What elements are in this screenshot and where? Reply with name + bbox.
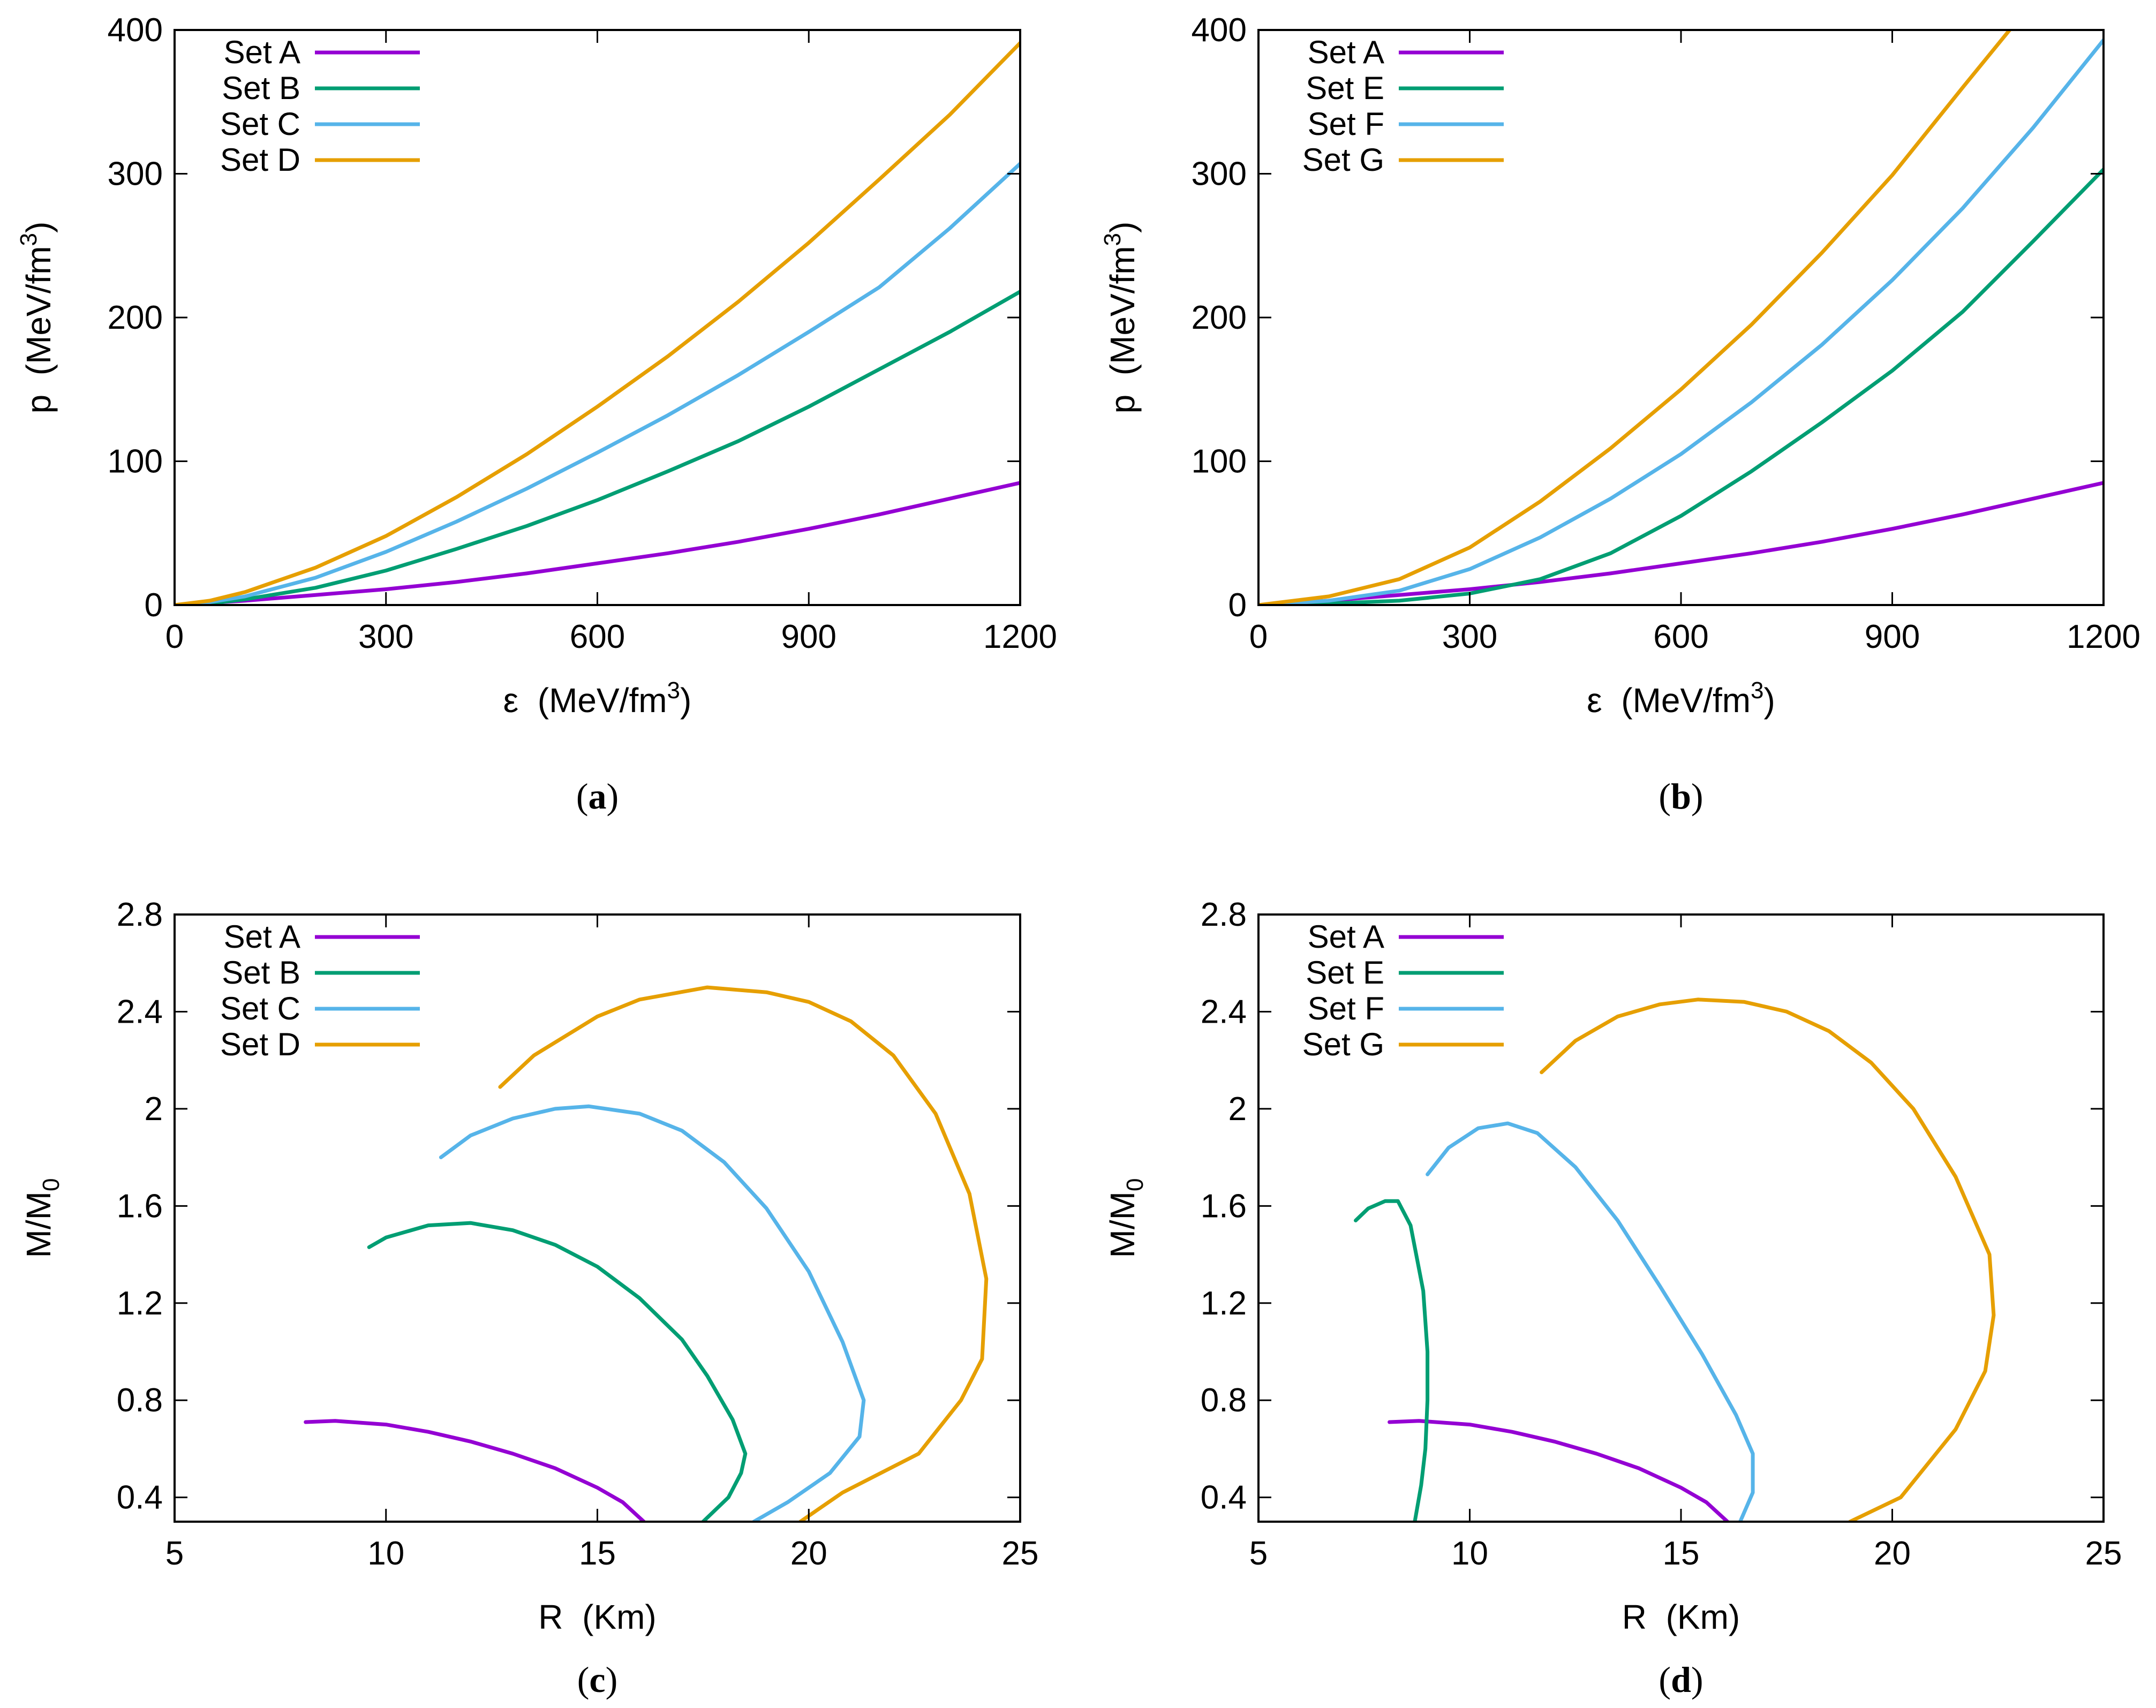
series-line-set-d bbox=[498, 985, 989, 1522]
series-line-set-e bbox=[1258, 167, 2104, 605]
legend-label: Set F bbox=[1308, 106, 1384, 142]
x-tick-label: 15 bbox=[579, 1535, 616, 1572]
chart-panel-a: 0 300 600 900 1200 0 100 200 300 400 ε (MeV/fm3) p … bbox=[16, 12, 1057, 817]
plot-frame bbox=[1257, 913, 2105, 1523]
x-tick-label: 20 bbox=[790, 1535, 827, 1572]
legend-label: Set A bbox=[224, 919, 300, 955]
plot-frame bbox=[174, 29, 1021, 606]
series-line-set-a bbox=[1258, 481, 2104, 605]
y-tick-label: 0 bbox=[145, 587, 163, 624]
legend-label: Set E bbox=[1306, 955, 1384, 991]
y-tick-label: 1.6 bbox=[117, 1188, 163, 1225]
x-tick-label: 600 bbox=[1653, 618, 1708, 655]
series-line-set-c bbox=[175, 162, 1020, 605]
plot-frame bbox=[1257, 29, 2105, 606]
chart-panel-d: 5 10 15 20 25 0.4 0.8 1.2 1.6 2 2.4 2.8 R (Km) M/M0 Se… bbox=[1103, 896, 2122, 1700]
legend-label: Set B bbox=[222, 70, 300, 106]
x-axis-label: ε (MeV/fm3) bbox=[503, 677, 692, 720]
legend-label: Set G bbox=[1302, 142, 1384, 178]
y-tick-label: 0.8 bbox=[1201, 1382, 1247, 1419]
x-tick-label: 5 bbox=[1249, 1535, 1268, 1572]
legend-label: Set D bbox=[220, 1026, 300, 1062]
x-tick-label: 0 bbox=[1249, 618, 1268, 655]
series-line-set-a bbox=[304, 1419, 646, 1522]
series-line-set-g bbox=[1540, 997, 1996, 1522]
panel-caption: (b) bbox=[1659, 776, 1703, 817]
legend-label: Set A bbox=[1308, 919, 1384, 955]
legend-label: Set G bbox=[1302, 1026, 1384, 1062]
y-tick-label: 2.4 bbox=[117, 993, 163, 1030]
legend-label: Set B bbox=[222, 955, 300, 991]
x-tick-label: 0 bbox=[165, 618, 184, 655]
panel-caption: (c) bbox=[577, 1659, 618, 1700]
x-tick-label: 25 bbox=[2085, 1535, 2122, 1572]
y-tick-label: 2.8 bbox=[117, 896, 163, 933]
x-tick-label: 25 bbox=[1002, 1535, 1039, 1572]
panel-caption: (d) bbox=[1659, 1659, 1703, 1700]
y-tick-label: 2.8 bbox=[1201, 896, 1247, 933]
y-tick-label: 400 bbox=[1192, 12, 1247, 49]
x-tick-label: 300 bbox=[358, 618, 413, 655]
y-tick-label: 400 bbox=[108, 12, 163, 49]
x-tick-label: 300 bbox=[1442, 618, 1497, 655]
y-tick-label: 1.2 bbox=[1201, 1285, 1247, 1322]
y-tick-label: 200 bbox=[1192, 299, 1247, 336]
y-tick-label: 2 bbox=[1228, 1091, 1247, 1128]
y-axis-label: p (MeV/fm3) bbox=[16, 222, 58, 414]
y-tick-label: 0 bbox=[1228, 587, 1247, 624]
x-tick-label: 5 bbox=[165, 1535, 184, 1572]
series-line-set-a bbox=[175, 481, 1020, 605]
legend-label: Set A bbox=[224, 34, 300, 70]
legend-label: Set F bbox=[1308, 991, 1384, 1026]
y-tick-label: 300 bbox=[108, 156, 163, 193]
y-tick-label: 2.4 bbox=[1201, 993, 1247, 1030]
legend-label: Set A bbox=[1308, 34, 1384, 70]
x-tick-label: 900 bbox=[1865, 618, 1920, 655]
legend-label: Set E bbox=[1306, 70, 1384, 106]
x-axis-label: ε (MeV/fm3) bbox=[1587, 677, 1775, 720]
x-axis-label: R (Km) bbox=[538, 1598, 656, 1636]
x-axis-label: R (Km) bbox=[1622, 1598, 1740, 1636]
y-axis-label: M/M0 bbox=[1103, 1178, 1148, 1258]
x-tick-label: 15 bbox=[1663, 1535, 1700, 1572]
y-tick-label: 0.8 bbox=[117, 1382, 163, 1419]
y-tick-label: 1.2 bbox=[117, 1285, 163, 1322]
y-tick-label: 300 bbox=[1192, 156, 1247, 193]
y-tick-label: 0.4 bbox=[117, 1479, 163, 1516]
legend-label: Set C bbox=[220, 991, 300, 1026]
series-line-set-f bbox=[1258, 38, 2104, 605]
chart-panel-b: 0 300 600 900 1200 0 100 200 300 400 ε (MeV/fm3) p … bbox=[1099, 12, 2140, 817]
series-line-set-a bbox=[1388, 1419, 1730, 1522]
x-tick-label: 1200 bbox=[2067, 618, 2140, 655]
chart-panel-c: 5 10 15 20 25 0.4 0.8 1.2 1.6 2 2.4 2.8 R (Km) M/M0 Se… bbox=[19, 896, 1038, 1700]
legend-label: Set C bbox=[220, 106, 300, 142]
x-tick-label: 10 bbox=[1451, 1535, 1488, 1572]
y-axis-label: M/M0 bbox=[19, 1178, 64, 1258]
series-line-set-b bbox=[175, 290, 1020, 605]
y-tick-label: 100 bbox=[108, 443, 163, 480]
y-tick-label: 0.4 bbox=[1201, 1479, 1247, 1516]
series-line-set-g bbox=[1258, 30, 2012, 605]
series-line-set-f bbox=[1426, 1121, 1755, 1522]
series-line-set-d bbox=[175, 41, 1020, 605]
y-tick-label: 1.6 bbox=[1201, 1188, 1247, 1225]
legend-label: Set D bbox=[220, 142, 300, 178]
panel-caption: (a) bbox=[576, 776, 619, 817]
x-tick-label: 1200 bbox=[983, 618, 1057, 655]
series-line-set-e bbox=[1354, 1199, 1430, 1522]
x-tick-label: 20 bbox=[1874, 1535, 1911, 1572]
y-tick-label: 200 bbox=[108, 299, 163, 336]
series-line-set-c bbox=[439, 1104, 866, 1522]
y-tick-label: 2 bbox=[145, 1091, 163, 1128]
x-tick-label: 10 bbox=[367, 1535, 404, 1572]
x-tick-label: 600 bbox=[570, 618, 625, 655]
plot-frame bbox=[174, 913, 1021, 1523]
y-tick-label: 100 bbox=[1192, 443, 1247, 480]
series-line-set-b bbox=[367, 1221, 748, 1522]
y-axis-label: p (MeV/fm3) bbox=[1099, 222, 1142, 414]
x-tick-label: 900 bbox=[781, 618, 836, 655]
